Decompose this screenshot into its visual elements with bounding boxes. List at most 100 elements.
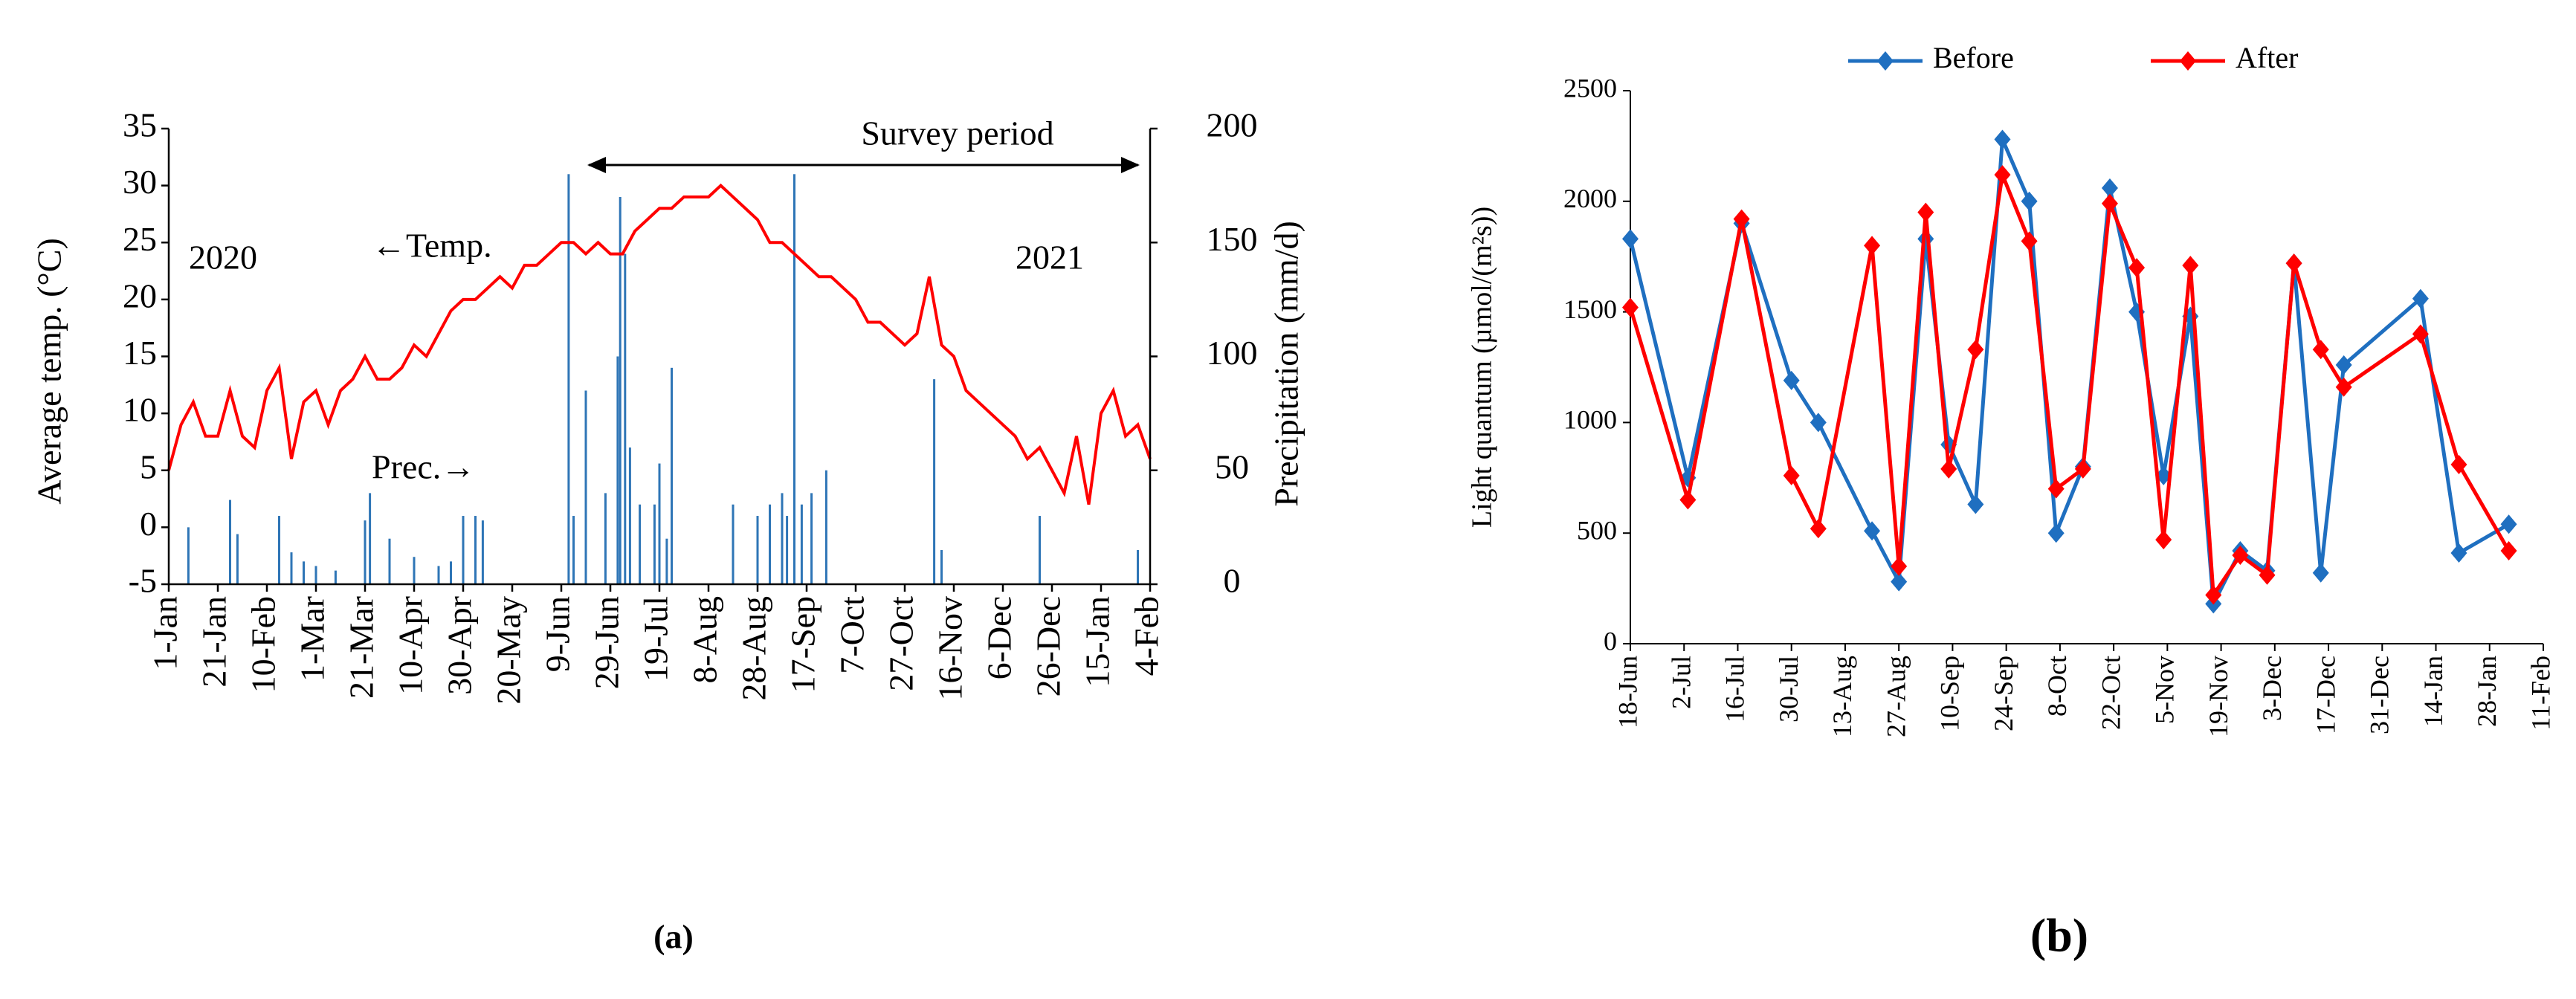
marker [2074, 459, 2091, 479]
x-tick-label: 2-Jul [1667, 656, 1697, 709]
marker [1622, 297, 1639, 317]
caption: (b) [2030, 909, 2088, 962]
precip-bar [413, 557, 416, 584]
precip-bar [450, 561, 452, 584]
precip-bar [303, 561, 305, 584]
marker [1622, 229, 1639, 249]
precip-bar [786, 516, 789, 584]
precip-bar [462, 516, 465, 584]
x-tick-label: 10-Sep [1935, 656, 1965, 731]
marker [2500, 541, 2517, 561]
y-tick-label: 20 [123, 277, 157, 314]
x-tick-label: 5-Nov [2150, 656, 2180, 724]
y-tick-label: 35 [123, 106, 157, 144]
marker [1877, 51, 1894, 71]
marker [2182, 256, 2199, 276]
precip-bar [1137, 550, 1139, 584]
marker [1733, 209, 1750, 229]
marker [2101, 193, 2118, 213]
x-tick-label: 8-Oct [2042, 656, 2072, 717]
marker [2155, 530, 2172, 550]
x-tick-label: 16-Nov [932, 596, 969, 701]
annotation: Survey period [861, 114, 1053, 152]
marker [1783, 370, 1800, 390]
marker [2412, 324, 2429, 344]
x-tick-label: 30-Apr [441, 596, 479, 695]
y-tick-label: 1500 [1563, 294, 1617, 324]
precip-bar [388, 538, 391, 584]
y-tick-label: 30 [123, 163, 157, 201]
marker [1864, 521, 1881, 541]
annotation: 2020 [189, 239, 257, 277]
x-tick-label: 21-Mar [343, 596, 381, 699]
x-tick-label: 1-Mar [294, 596, 332, 682]
legend-label: After [2236, 41, 2298, 74]
precip-bar [604, 493, 607, 584]
marker [2128, 258, 2146, 278]
precip-bar [1039, 516, 1041, 584]
x-tick-label: 24-Sep [1989, 656, 2018, 731]
x-tick-label: 19-Nov [2204, 656, 2233, 737]
caption: (a) [653, 918, 694, 956]
marker [1994, 129, 2011, 149]
x-tick-label: 26-Dec [1030, 596, 1068, 696]
precip-bar [781, 493, 784, 584]
precip-bar [369, 493, 372, 584]
x-tick-label: 28-Jan [2472, 656, 2502, 727]
marker [2180, 51, 2196, 71]
precip-bar [229, 500, 231, 584]
x-tick-label: 18-Jun [1613, 656, 1642, 728]
y2-tick-label: 200 [1207, 106, 1258, 144]
y-tick-label: 2000 [1563, 184, 1617, 213]
y-tick-label: 1000 [1563, 405, 1617, 435]
marker [2312, 563, 2329, 583]
temp-line [167, 183, 1152, 505]
precip-bar [474, 516, 477, 584]
x-tick-label: 1-Jan [146, 596, 184, 670]
marker [2335, 355, 2352, 375]
x-tick-label: 10-Feb [245, 596, 283, 693]
precip-bar [658, 463, 661, 584]
y2-tick-label: 0 [1224, 562, 1241, 600]
y2-tick-label: 150 [1207, 220, 1258, 258]
x-tick-label: 16-Jul [1720, 656, 1750, 722]
precip-bar [933, 379, 936, 584]
x-tick-label: 21-Jan [196, 596, 233, 688]
marker [2021, 231, 2038, 251]
marker [1917, 202, 1934, 222]
precip-bar [628, 447, 631, 584]
precip-bar [567, 174, 570, 585]
precip-bar [793, 174, 795, 585]
precip-bar [756, 516, 759, 584]
marker [1967, 340, 1984, 360]
precip-bar [572, 516, 575, 584]
y-tick-label: 5 [140, 447, 157, 485]
x-tick-label: 10-Apr [392, 596, 430, 695]
precip-bar [671, 367, 673, 584]
marker [2232, 545, 2249, 565]
y-axis-label: Average temp. (°C) [30, 238, 68, 505]
annotation: 2021 [1016, 239, 1084, 277]
x-tick-label: 22-Oct [2096, 656, 2125, 730]
precip-bar [364, 520, 367, 584]
x-tick-label: 15-Jan [1079, 596, 1117, 688]
legend-label: Before [1933, 41, 2014, 74]
marker [1940, 459, 1957, 479]
y2-tick-label: 100 [1207, 334, 1258, 372]
x-tick-label: 8-Aug [686, 596, 724, 684]
y-tick-label: 500 [1577, 515, 1617, 545]
marker [2021, 191, 2038, 211]
y-tick-label: -5 [129, 562, 157, 600]
precip-bar [236, 534, 239, 584]
x-tick-label: 31-Dec [2365, 656, 2395, 734]
annotation: ←Temp. [372, 227, 492, 265]
x-tick-label: 27-Aug [1881, 656, 1911, 737]
marker [1679, 490, 1697, 510]
x-tick-label: 17-Dec [2311, 656, 2340, 734]
y-tick-label: 15 [123, 334, 157, 372]
precip-bar [187, 527, 190, 584]
precip-bar [481, 520, 484, 584]
precip-bar [334, 570, 337, 584]
precip-bar [824, 470, 827, 584]
